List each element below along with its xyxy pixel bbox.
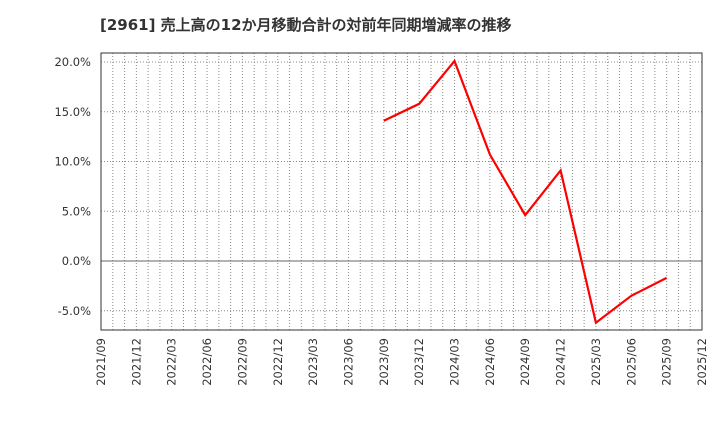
x-tick-label: 2022/06 [200,338,214,386]
y-axis: 20.0% 15.0% 10.0% 5.0% 0.0% -5.0% [54,55,91,318]
y-tick-label: -5.0% [58,304,91,318]
y-tick-label: 15.0% [54,105,91,119]
x-tick-label: 2022/12 [271,338,285,386]
y-tick-label: 0.0% [62,254,91,268]
x-tick-label: 2025/03 [589,338,603,386]
x-tick-label: 2025/12 [695,338,709,386]
x-tick-label: 2023/12 [412,338,426,386]
x-tick-label: 2023/09 [377,338,391,386]
x-tick-label: 2024/12 [554,338,568,386]
x-tick-label: 2024/09 [518,338,532,386]
y-tick-label: 10.0% [54,155,91,169]
x-tick-label: 2021/09 [94,338,108,386]
plot-frame [100,52,703,331]
x-tick-label: 2022/09 [235,338,249,386]
x-tick-label: 2023/03 [306,338,320,386]
x-tick-label: 2022/03 [165,338,179,386]
grid-lines [101,53,702,330]
y-tick-label: 20.0% [54,55,91,69]
x-axis: 2021/09 2021/12 2022/03 2022/06 2022/09 2022/… [94,338,709,386]
series-line [383,58,668,325]
chart-title: [2961] 売上高の12か月移動合計の対前年同期増減率の推移 [100,16,512,34]
x-tick-label: 2024/03 [448,338,462,386]
y-tick-label: 5.0% [62,204,91,218]
x-tick-label: 2025/06 [624,338,638,386]
x-tick-label: 2023/06 [341,338,355,386]
x-tick-label: 2021/12 [129,338,143,386]
x-tick-label: 2024/06 [483,338,497,386]
x-tick-label: 2025/09 [660,338,674,386]
